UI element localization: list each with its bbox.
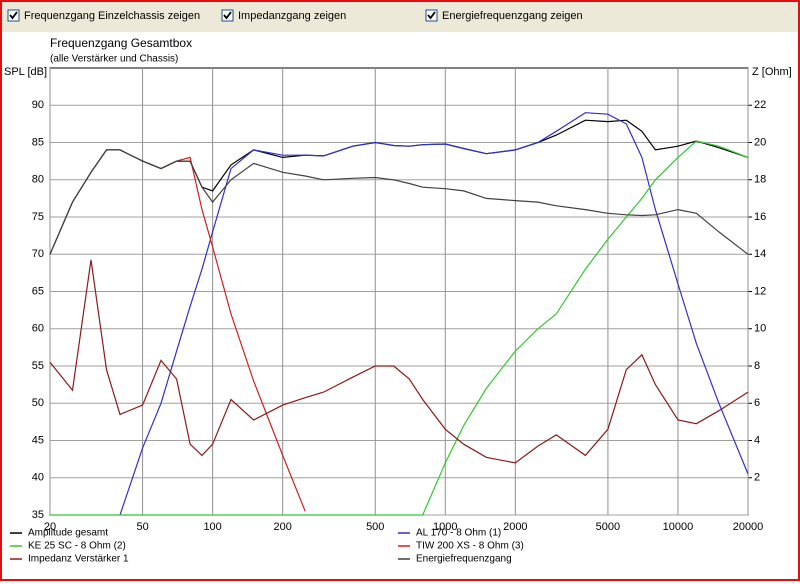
x-tick-label: 10000 [663,521,694,533]
checkbox-label[interactable]: Frequenzgang Einzelchassis zeigen [24,10,200,22]
chart-subtitle: (alle Verstärker und Chassis) [50,54,178,65]
legend-label: Amplitude gesamt [28,528,108,539]
x-tick-label: 2000 [503,521,527,533]
y-tick-label: 75 [32,211,44,223]
y2-tick-label: 6 [754,397,760,409]
y-tick-label: 80 [32,174,44,186]
legend-label: KE 25 SC - 8 Ohm (2) [28,541,126,552]
series-line [49,149,749,255]
checkmark [9,11,18,20]
y-tick-label: 45 [32,434,44,446]
x-tick-label: 500 [366,521,384,533]
y-axis-label: SPL [dB] [4,66,47,78]
toolbar [2,2,798,32]
y2-tick-label: 8 [754,360,760,372]
checkbox-label[interactable]: Impedanzgang zeigen [238,10,346,22]
toolbar-items: Frequenzgang Einzelchassis zeigen Impedan… [7,9,583,22]
y2-tick-label: 14 [754,248,766,260]
chart-title: Frequenzgang Gesamtbox [50,36,192,50]
x-tick-label: 100 [203,521,221,533]
x-tick-label: 5000 [596,521,620,533]
legend-label: Impedanz Verstärker 1 [28,554,129,565]
y-tick-label: 60 [32,323,44,335]
y-tick-label: 55 [32,360,44,372]
x-tick-label: 20000 [733,521,764,533]
series-line [50,140,749,516]
y2-tick-label: 16 [754,211,766,223]
legend-label: Energiefrequenzgang [416,554,512,565]
x-tick-label: 50 [136,521,148,533]
series-line [119,112,749,516]
x-tick-label: 20 [44,521,56,533]
y2-tick-label: 2 [754,472,760,484]
y-tick-label: 85 [32,136,44,148]
y-tick-label: 50 [32,397,44,409]
series-line [49,259,749,464]
y2-tick-label: 4 [754,434,760,446]
y-tick-label: 90 [32,99,44,111]
series-line [160,156,306,512]
x-tick-label: 200 [273,521,291,533]
checkmark [223,11,232,20]
y2-tick-label: 12 [754,285,766,297]
y-tick-label: 40 [32,472,44,484]
y-tick-label: 70 [32,248,44,260]
y2-tick-label: 20 [754,136,766,148]
y2-axis-label: Z [Ohm] [752,66,792,78]
x-tick-label: 1000 [433,521,457,533]
legend-label: TIW 200 XS - 8 Ohm (3) [416,541,524,552]
checkbox-label[interactable]: Energiefrequenzgang zeigen [442,10,583,22]
y2-tick-label: 10 [754,323,766,335]
y2-tick-label: 18 [754,174,766,186]
y2-tick-label: 22 [754,99,766,111]
checkmark [427,11,436,20]
y-tick-label: 65 [32,285,44,297]
y-tick-label: 35 [32,509,44,521]
legend-label: AL 170 - 8 Ohm (1) [416,528,501,539]
